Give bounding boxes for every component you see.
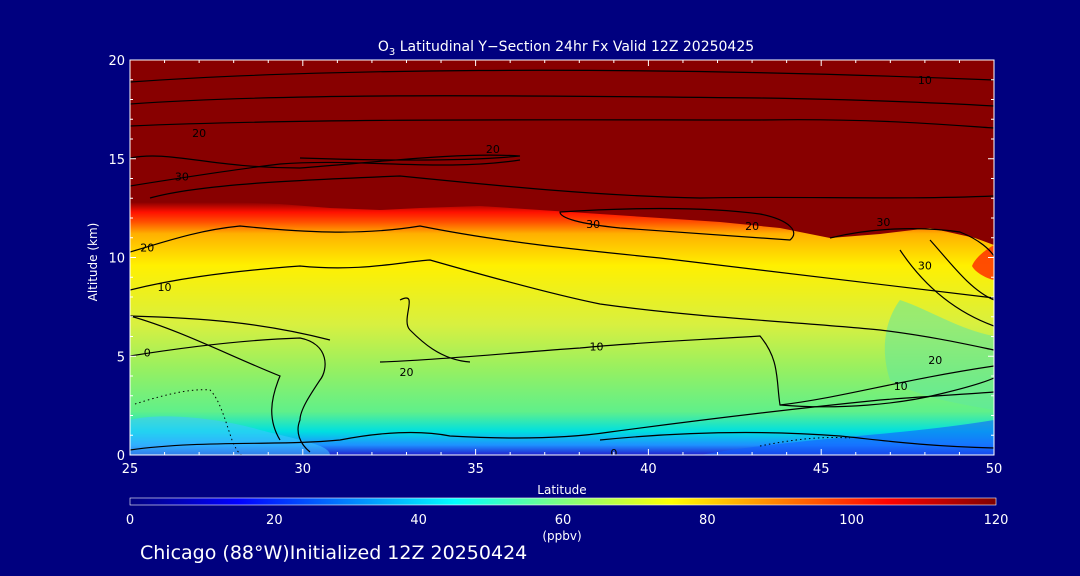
contour-label: 20 [140,242,154,255]
y-tick-label: 20 [108,54,125,69]
contour-label: 10 [158,281,172,294]
high-ozone-right-edge [972,245,994,280]
colorbar-label: (ppbv) [542,529,581,543]
colorbar-tick-label: 0 [126,513,134,528]
contour-label: 0 [144,346,151,359]
colorbar-tick-label: 60 [555,513,572,528]
zero-contour-dotted-right [759,436,851,447]
colorbar-tick-label: 80 [699,513,716,528]
contour-label: 10 [590,340,604,353]
x-axis: 25 30 35 40 45 50 [122,60,1003,477]
contour-label: 30 [918,259,932,272]
contour-lines [130,69,994,453]
colorbar-tick-label: 40 [410,513,427,528]
contour-labels: 20 30 20 10 10 0 20 30 20 20 30 30 10 20 10 0 [140,74,942,460]
y-tick-label: 15 [108,153,125,168]
y-axis: 0 5 10 15 20 [108,54,994,464]
y-axis-label: Altitude (km) [86,223,100,302]
y-tick-label: 5 [117,350,125,365]
contour-label: 10 [918,74,932,87]
low-ozone-surface-right [700,420,994,455]
contour-label: 20 [928,354,942,367]
x-tick-label: 40 [640,462,657,477]
colorbar-tick-label: 120 [984,513,1009,528]
y-tick-label: 0 [117,449,125,464]
x-axis-label: Latitude [537,483,586,497]
x-tick-label: 30 [295,462,312,477]
contour-label: 20 [486,143,500,156]
plot-area: 20 30 20 10 10 0 20 30 20 20 30 30 10 20 10 0 [130,60,994,460]
y-tick-label: 10 [108,252,125,267]
colorbar-tick-label: 100 [839,513,864,528]
x-tick-label: 35 [467,462,484,477]
contour-label: 30 [175,171,189,184]
contour-label: 20 [192,127,206,140]
footer-caption: Chicago (88°W)Initialized 12Z 20250424 [140,542,528,564]
x-tick-label: 45 [813,462,830,477]
colorbar [129,497,997,506]
colorbar-tick-label: 20 [266,513,283,528]
contour-label: 20 [745,220,759,233]
contour-label: 30 [876,216,890,229]
stratospheric-ozone-layer [130,60,994,245]
x-tick-label: 50 [986,462,1003,477]
contour-label: 0 [610,447,617,460]
x-tick-label: 25 [122,462,139,477]
contour-label: 30 [586,218,600,231]
chart-title: O3 Latitudinal Y−Section 24hr Fx Valid 1… [378,39,754,58]
contour-label: 10 [894,380,908,393]
contour-label: 20 [399,366,413,379]
green-patch-right [884,300,994,410]
colorbar-ticks: 0 20 40 60 80 100 120 [126,513,1009,528]
